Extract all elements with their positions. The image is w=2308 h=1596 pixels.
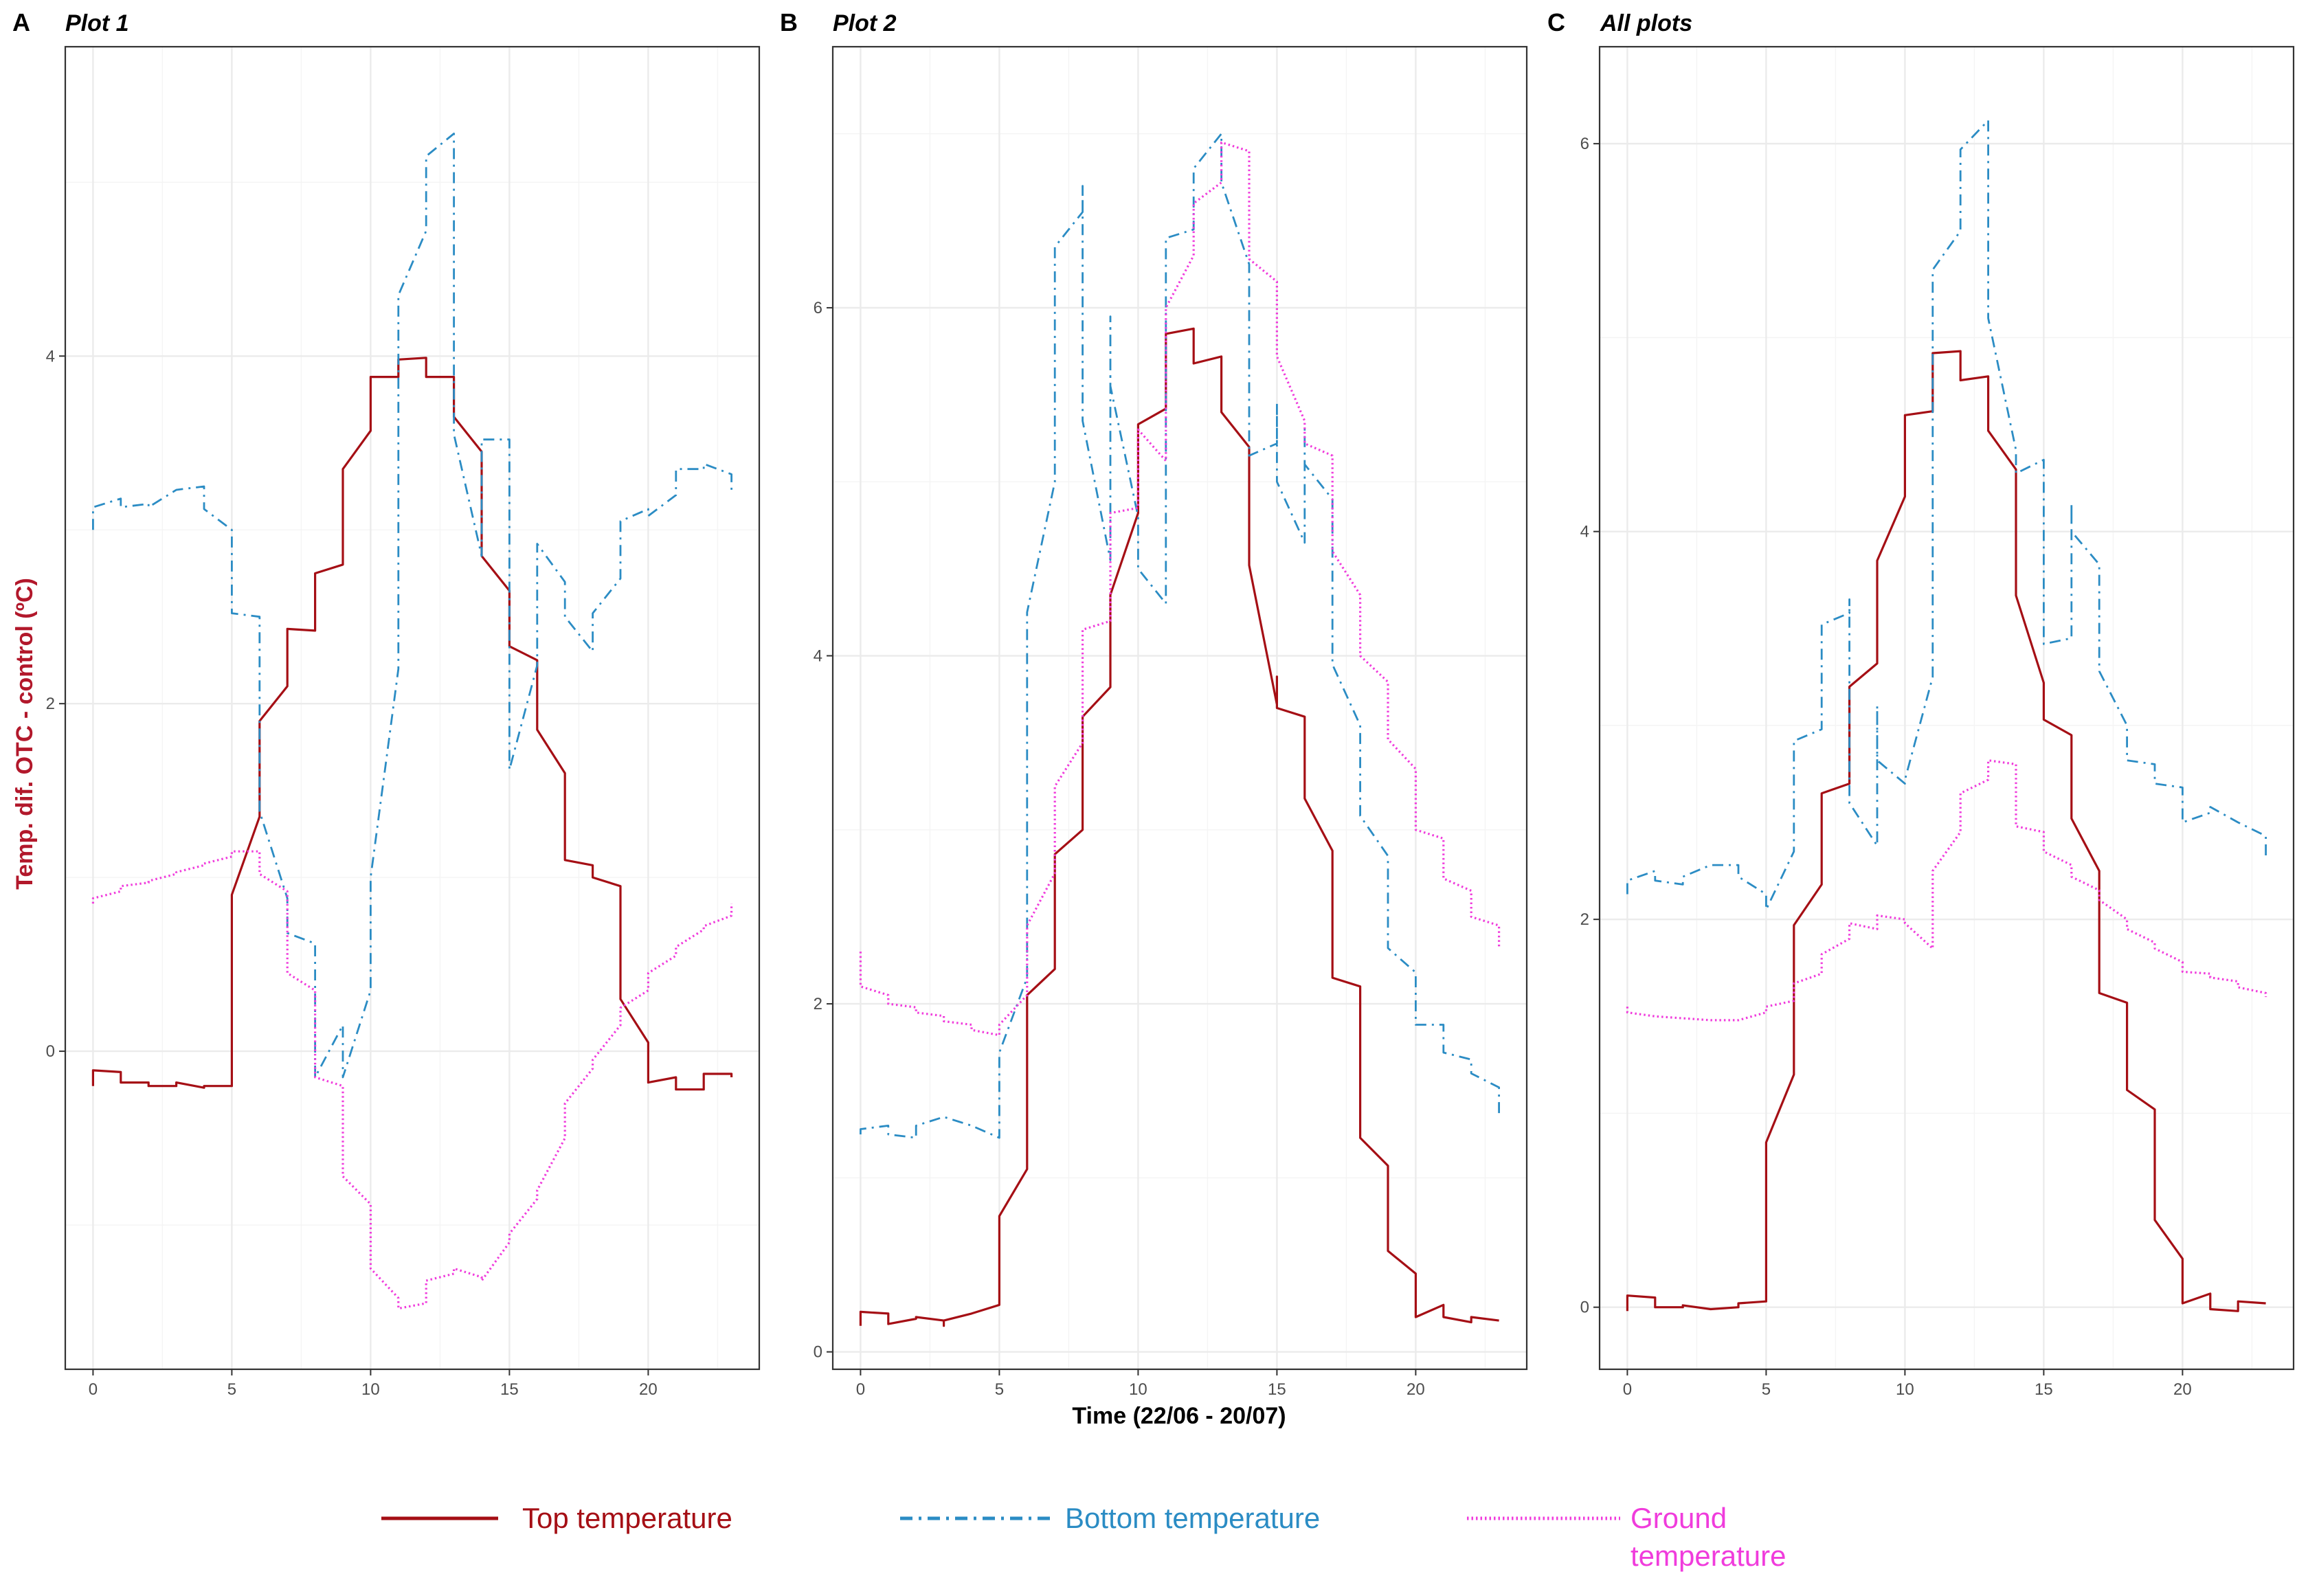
panel-background [833, 47, 1527, 1369]
legend-label-ground-line-2: temperature [1631, 1540, 1786, 1572]
panel-letter-b: B [780, 8, 798, 36]
legend-label-ground: Ground temperature [1631, 1502, 1786, 1572]
x-tick-label: 5 [227, 1380, 236, 1399]
legend-label-bottom: Bottom temperature [1065, 1502, 1320, 1534]
x-tick-label: 10 [361, 1380, 380, 1399]
x-tick-label: 0 [1623, 1380, 1632, 1399]
panel-background [1600, 47, 2294, 1369]
x-tick-label: 20 [1407, 1380, 1425, 1399]
series-line-top [1626, 350, 2266, 1312]
panel-letter-a: A [12, 8, 30, 36]
panel-b-plot-area: 0 5 10 15 20 0 2 4 6 [814, 45, 1528, 1399]
x-tick-label: 10 [1129, 1380, 1147, 1399]
x-tick-label: 5 [1762, 1380, 1771, 1399]
series-line-bottom [1626, 119, 2267, 911]
y-tick-label: 6 [814, 299, 822, 317]
x-tick-label: 0 [89, 1380, 98, 1399]
legend-label-ground-line-1: Ground [1631, 1502, 1727, 1534]
x-tick-label: 10 [1896, 1380, 1914, 1399]
series-line-ground [91, 850, 733, 1310]
series-group [1626, 119, 2267, 1312]
panel-a-plot-area: 0 5 10 15 20 0 2 4 [46, 45, 761, 1399]
series-line-top [859, 327, 1499, 1327]
panel-frame [831, 45, 1528, 1371]
x-tick-label: 20 [639, 1380, 658, 1399]
series-line-ground [1626, 759, 2267, 1022]
x-tick-label: 20 [2173, 1380, 2192, 1399]
legend-label-top: Top temperature [522, 1502, 732, 1534]
y-tick-label: 4 [1580, 523, 1589, 541]
legend: Top temperature Bottom temperature Groun… [381, 1502, 1786, 1572]
y-tick-label: 6 [1580, 135, 1589, 153]
panel-title-all-plots: All plots [1600, 10, 1692, 36]
y-tick-label: 0 [1580, 1299, 1589, 1317]
y-tick-label: 2 [46, 695, 55, 713]
series-line-bottom [860, 133, 1501, 1139]
series-group [91, 133, 733, 1310]
x-axis-title: Time (22/06 - 20/07) [1072, 1403, 1286, 1429]
panel-title-plot-2: Plot 2 [833, 10, 897, 36]
legend-item-bottom: Bottom temperature [900, 1502, 1320, 1534]
y-tick-label: 2 [1580, 910, 1589, 929]
panel-frame [1598, 45, 2295, 1371]
y-tick-label: 2 [814, 995, 822, 1013]
panel-c-plot-area: 0 5 10 15 20 0 2 4 6 [1580, 45, 2295, 1399]
series-line-ground [859, 141, 1501, 1037]
y-axis-title: Temp. dif. OTC - control (ºC) [12, 578, 38, 890]
panel-title-plot-1: Plot 1 [65, 10, 129, 36]
panel-background [65, 47, 759, 1369]
x-tick-label: 15 [1268, 1380, 1286, 1399]
legend-item-ground: Ground temperature [1467, 1502, 1786, 1572]
x-tick-label: 5 [995, 1380, 1004, 1399]
panel-letter-c: C [1547, 8, 1565, 36]
x-tick-label: 15 [500, 1380, 519, 1399]
y-tick-label: 4 [814, 647, 822, 666]
y-tick-label: 0 [46, 1042, 55, 1061]
series-group [859, 133, 1501, 1327]
series-line-top [91, 357, 733, 1091]
x-tick-label: 15 [2035, 1380, 2053, 1399]
panel-frame [64, 45, 761, 1371]
y-tick-label: 0 [814, 1343, 822, 1362]
x-tick-label: 0 [856, 1380, 865, 1399]
legend-item-top: Top temperature [381, 1502, 732, 1534]
y-tick-label: 4 [46, 347, 55, 366]
